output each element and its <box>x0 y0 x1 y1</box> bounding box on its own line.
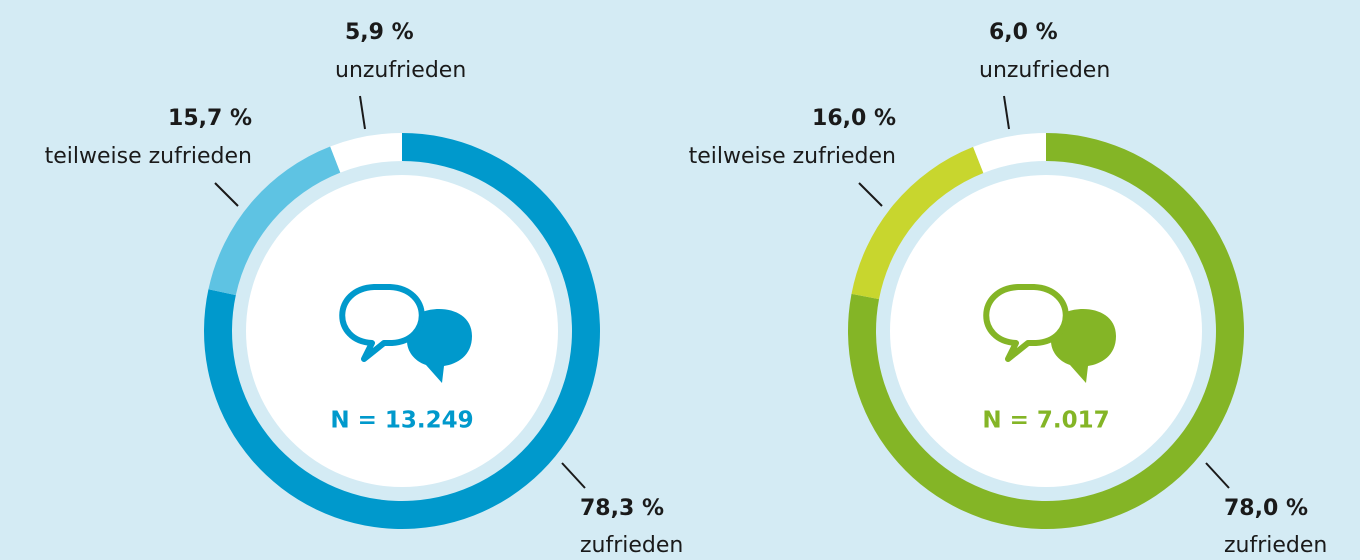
center-label: N = 7.017 <box>982 408 1109 434</box>
donut-segment <box>330 133 402 173</box>
donut-chart: N = 7.017 78,0 % zufrieden 16,0 % teilweise … <box>689 20 1328 558</box>
donut-chart: N = 13.249 78,3 % zufrieden 15,7 % teilweise… <box>45 20 684 558</box>
value-label: 78,3 % <box>580 496 664 521</box>
category-label: zufrieden <box>1224 533 1327 558</box>
icon-bubble-back <box>407 308 472 383</box>
donut-segment <box>973 133 1046 173</box>
icon-bubble-front <box>339 284 425 362</box>
center-label: N = 13.249 <box>330 408 473 434</box>
category-label: unzufrieden <box>979 58 1110 83</box>
value-label: 16,0 % <box>812 106 896 131</box>
icon-bubble-front <box>983 284 1069 362</box>
leader-line <box>1003 95 1010 130</box>
leader-line <box>858 182 883 207</box>
donut-segment <box>851 146 984 300</box>
category-label: teilweise zufrieden <box>689 144 896 169</box>
icon-bubble-back <box>1051 308 1116 383</box>
value-label: 15,7 % <box>168 106 252 131</box>
leader-line <box>1205 462 1230 489</box>
value-label: 6,0 % <box>989 20 1058 45</box>
donut-segment <box>208 146 341 296</box>
leader-line <box>359 95 366 130</box>
value-label: 5,9 % <box>345 20 414 45</box>
category-label: teilweise zufrieden <box>45 144 252 169</box>
leader-line <box>561 462 586 489</box>
value-label: 78,0 % <box>1224 496 1308 521</box>
category-label: zufrieden <box>580 533 683 558</box>
category-label: unzufrieden <box>335 58 466 83</box>
leader-line <box>214 182 239 207</box>
